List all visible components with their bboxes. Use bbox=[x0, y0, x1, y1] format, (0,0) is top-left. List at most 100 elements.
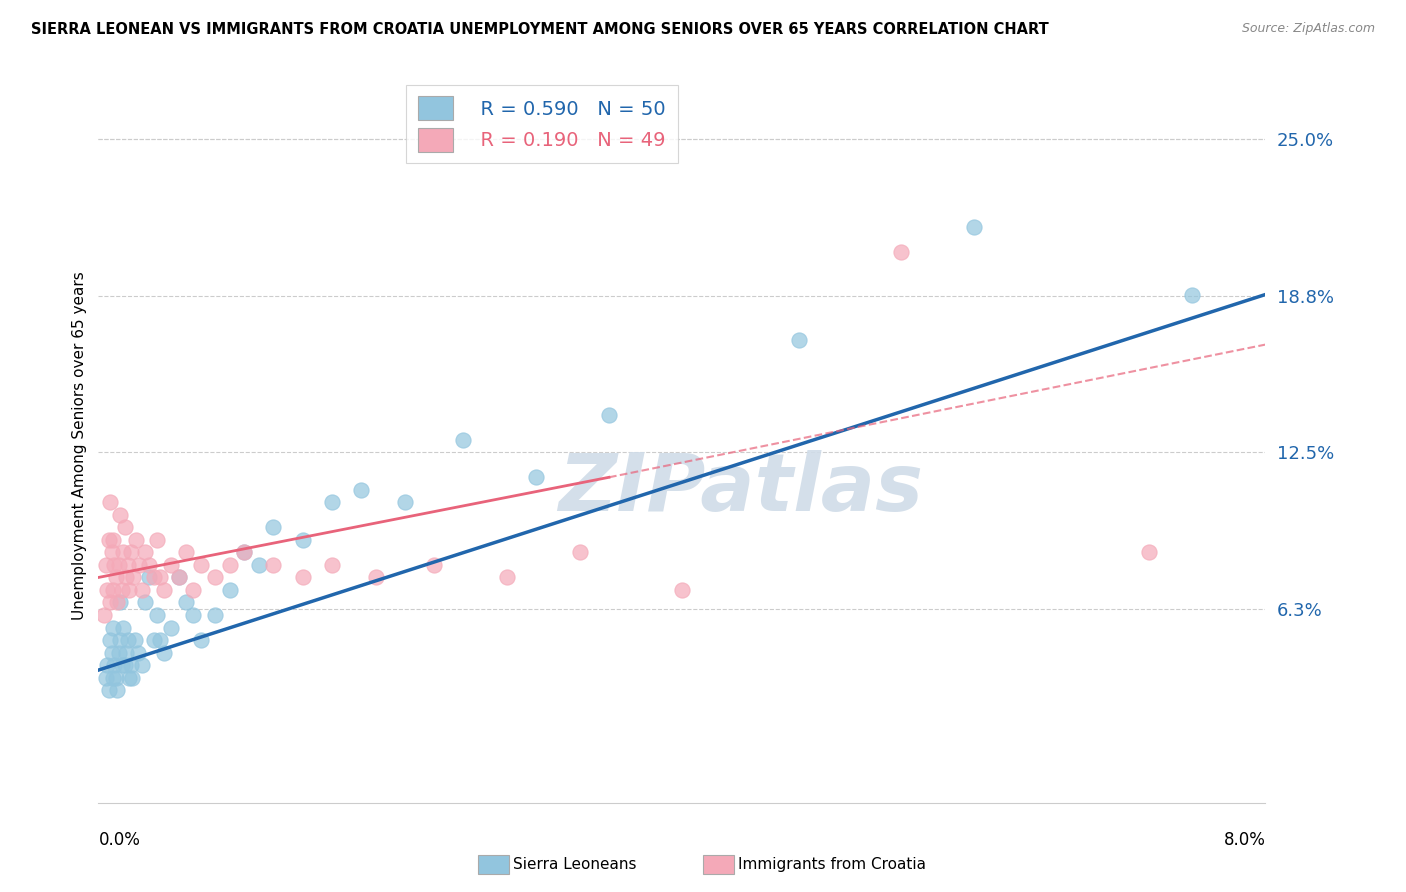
Point bbox=[394, 495, 416, 509]
Point bbox=[110, 595, 132, 609]
Point bbox=[364, 570, 387, 584]
Point bbox=[1181, 287, 1204, 301]
Point bbox=[174, 545, 197, 559]
Point bbox=[598, 408, 620, 422]
Point bbox=[423, 558, 446, 572]
Point bbox=[111, 658, 134, 673]
Point bbox=[105, 595, 128, 609]
Point bbox=[101, 671, 124, 685]
Point bbox=[115, 646, 138, 660]
Point bbox=[181, 607, 204, 622]
Point bbox=[138, 570, 160, 584]
Point bbox=[451, 433, 474, 447]
Point bbox=[96, 582, 118, 597]
Point bbox=[233, 545, 256, 559]
Point bbox=[262, 558, 284, 572]
Point bbox=[146, 607, 169, 622]
Point bbox=[105, 683, 128, 698]
Point bbox=[134, 545, 156, 559]
Point bbox=[167, 570, 190, 584]
Point bbox=[149, 570, 172, 584]
Point bbox=[94, 671, 117, 685]
Point bbox=[146, 533, 169, 547]
Point bbox=[122, 570, 145, 584]
Point bbox=[131, 658, 153, 673]
Point bbox=[138, 558, 160, 572]
Point bbox=[124, 633, 146, 648]
Point bbox=[98, 595, 121, 609]
Point bbox=[149, 633, 172, 648]
Point bbox=[118, 582, 141, 597]
Point bbox=[93, 607, 115, 622]
Point bbox=[671, 582, 693, 597]
Point bbox=[524, 470, 547, 484]
Point bbox=[568, 545, 591, 559]
Point bbox=[134, 595, 156, 609]
Point bbox=[114, 658, 136, 673]
Point bbox=[112, 545, 135, 559]
Point bbox=[190, 633, 212, 648]
Point bbox=[108, 646, 131, 660]
Point bbox=[120, 545, 142, 559]
Point bbox=[103, 558, 125, 572]
Point bbox=[101, 582, 124, 597]
Point bbox=[1137, 545, 1160, 559]
Text: 8.0%: 8.0% bbox=[1223, 830, 1265, 848]
Point bbox=[97, 683, 120, 698]
Point bbox=[160, 621, 183, 635]
Point bbox=[890, 244, 912, 259]
Text: Sierra Leoneans: Sierra Leoneans bbox=[513, 857, 637, 871]
Point bbox=[291, 570, 314, 584]
Point bbox=[350, 483, 373, 497]
Point bbox=[218, 558, 240, 572]
Point bbox=[110, 508, 132, 522]
Point bbox=[181, 582, 204, 597]
Point bbox=[120, 658, 142, 673]
Point bbox=[98, 633, 121, 648]
Point bbox=[115, 570, 138, 584]
Point bbox=[247, 558, 270, 572]
Point bbox=[153, 646, 176, 660]
Point bbox=[94, 558, 117, 572]
Point bbox=[96, 658, 118, 673]
Point bbox=[117, 633, 139, 648]
Point bbox=[496, 570, 519, 584]
Point bbox=[190, 558, 212, 572]
Text: Source: ZipAtlas.com: Source: ZipAtlas.com bbox=[1241, 22, 1375, 36]
Point bbox=[110, 633, 132, 648]
Text: 0.0%: 0.0% bbox=[98, 830, 141, 848]
Point bbox=[131, 582, 153, 597]
Point bbox=[104, 570, 127, 584]
Point bbox=[321, 495, 343, 509]
Text: Immigrants from Croatia: Immigrants from Croatia bbox=[738, 857, 927, 871]
Point bbox=[204, 570, 226, 584]
Point bbox=[108, 558, 131, 572]
Point bbox=[167, 570, 190, 584]
Point bbox=[118, 671, 141, 685]
Point bbox=[142, 570, 165, 584]
Point bbox=[321, 558, 343, 572]
Point bbox=[142, 633, 165, 648]
Point bbox=[787, 333, 810, 347]
Y-axis label: Unemployment Among Seniors over 65 years: Unemployment Among Seniors over 65 years bbox=[72, 272, 87, 620]
Point bbox=[100, 646, 122, 660]
Point bbox=[174, 595, 197, 609]
Point bbox=[111, 582, 134, 597]
Point bbox=[103, 658, 125, 673]
Point bbox=[98, 495, 121, 509]
Point bbox=[962, 219, 984, 234]
Point bbox=[104, 671, 127, 685]
Point bbox=[100, 545, 122, 559]
Point bbox=[204, 607, 226, 622]
Point bbox=[112, 621, 135, 635]
Point bbox=[218, 582, 240, 597]
Legend:   R = 0.590   N = 50,   R = 0.190   N = 49: R = 0.590 N = 50, R = 0.190 N = 49 bbox=[406, 85, 678, 163]
Text: ZIPatlas: ZIPatlas bbox=[558, 450, 922, 528]
Point bbox=[128, 558, 150, 572]
Point bbox=[114, 520, 136, 534]
Point bbox=[160, 558, 183, 572]
Point bbox=[121, 671, 143, 685]
Point bbox=[127, 646, 149, 660]
Point bbox=[153, 582, 176, 597]
Point bbox=[101, 621, 124, 635]
